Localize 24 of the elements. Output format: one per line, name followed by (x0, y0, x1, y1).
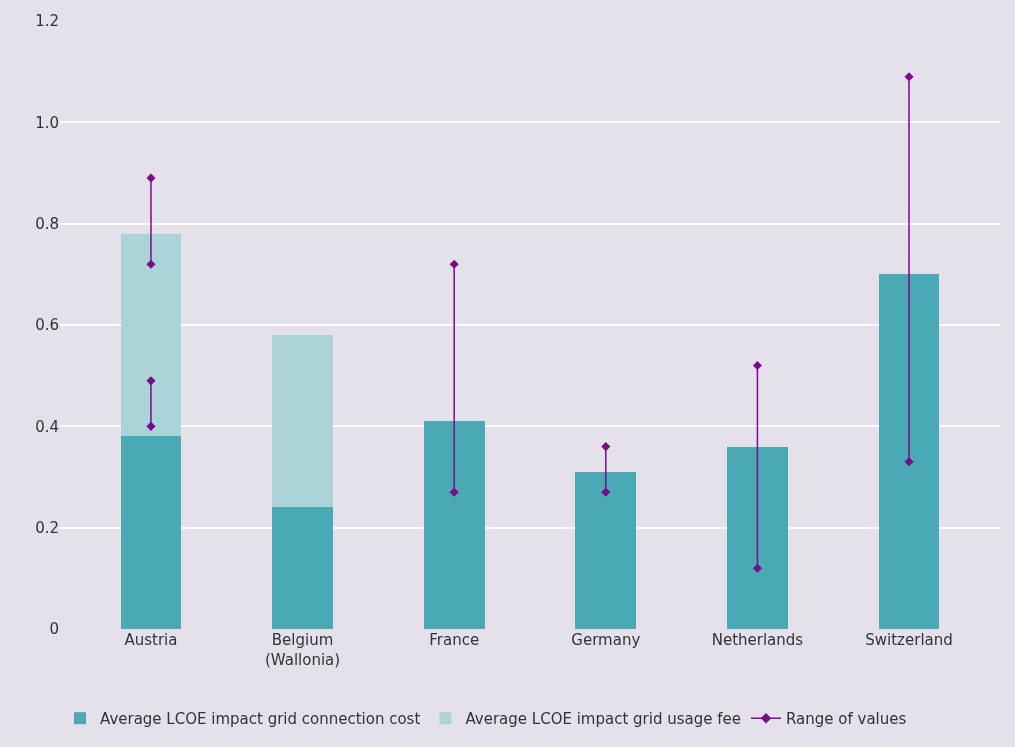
bar (727, 446, 788, 629)
y-tick-label: 1.2 (35, 12, 59, 31)
x-tick-label: Switzerland (865, 631, 953, 649)
y-tick-label: 1.0 (35, 113, 59, 132)
legend-label: Average LCOE impact grid usage fee (465, 710, 741, 729)
bar (120, 436, 182, 629)
y-tick-label: 0 (49, 620, 59, 639)
y-tick-label: 0.2 (35, 518, 59, 537)
x-tick-label: Austria (124, 631, 178, 649)
y-tick-label: 0.8 (35, 214, 59, 233)
bar (120, 233, 182, 437)
bar (878, 274, 940, 629)
y-tick-label: 0.6 (35, 316, 59, 335)
legend-label: Average LCOE impact grid connection cost (100, 710, 421, 729)
x-tick-label: France (429, 631, 480, 649)
bar (423, 421, 485, 629)
bar (272, 335, 333, 508)
x-tick-label: Belgium (Wallonia) (265, 631, 341, 669)
x-tick-label: Germany (571, 631, 641, 649)
bar (272, 507, 333, 629)
y-tick-label: 0.4 (35, 417, 59, 436)
x-tick-label: Netherlands (711, 631, 804, 649)
legend-label: Range of values (786, 710, 907, 729)
bar (575, 471, 637, 629)
